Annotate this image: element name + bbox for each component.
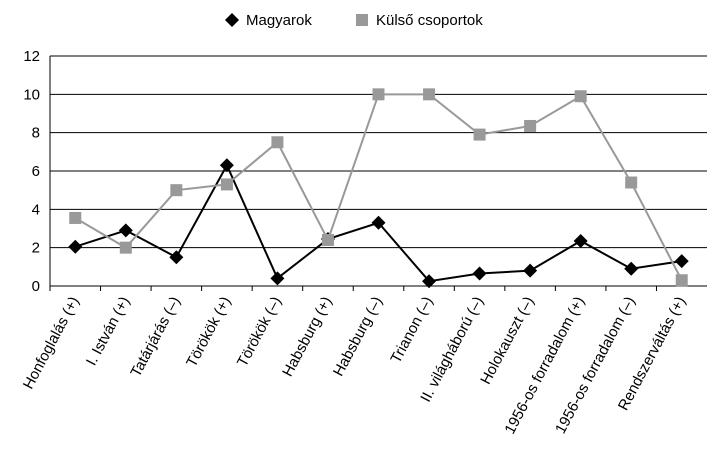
square-marker [69,211,82,224]
square-marker [356,14,368,26]
diamond-marker [219,158,234,173]
square-marker [625,176,638,189]
x-tick-label: Habsburg (–) [330,294,386,379]
square-marker [271,136,284,149]
x-tick-label: Holokauszt (–) [477,294,537,387]
y-tick-label: 4 [32,201,40,218]
diamond-marker [118,223,133,238]
square-marker [473,128,486,141]
diamond-marker [169,250,184,265]
diamond-marker [573,233,588,248]
y-tick-label: 10 [23,86,40,103]
diamond-marker [523,263,538,278]
legend-label: Magyarok [246,12,312,29]
legend-label: Külső csoportok [376,12,483,29]
diamond-marker [472,266,487,281]
x-tick-label: I. István (+) [83,294,133,369]
square-marker [675,274,688,287]
x-tick-label: Törökök (+) [183,294,234,370]
x-tick-label: Törökök (–) [234,294,285,370]
x-tick-label: Honfoglalás (+) [20,294,83,392]
diamond-marker [225,13,239,27]
square-marker [524,119,537,132]
square-marker [170,184,183,197]
y-tick-label: 0 [32,278,40,295]
square-marker [321,234,334,246]
x-tick-label: Habsburg (+) [279,294,335,380]
x-tick-label: Trianon (–) [387,294,436,366]
diamond-marker [674,254,689,269]
y-tick-label: 6 [32,163,40,180]
y-tick-label: 8 [32,125,40,142]
square-marker [574,90,587,103]
square-marker [220,178,233,191]
diamond-marker [624,261,639,276]
diamond-marker [422,274,437,289]
square-marker [119,241,132,254]
diamond-marker [371,215,386,230]
square-marker [423,88,436,101]
y-tick-label: 12 [23,48,40,65]
square-marker [372,88,385,101]
diamond-marker [270,271,285,286]
y-tick-label: 2 [32,240,40,257]
x-tick-label: Tatárjárás (–) [127,294,183,380]
diamond-marker [68,239,83,254]
